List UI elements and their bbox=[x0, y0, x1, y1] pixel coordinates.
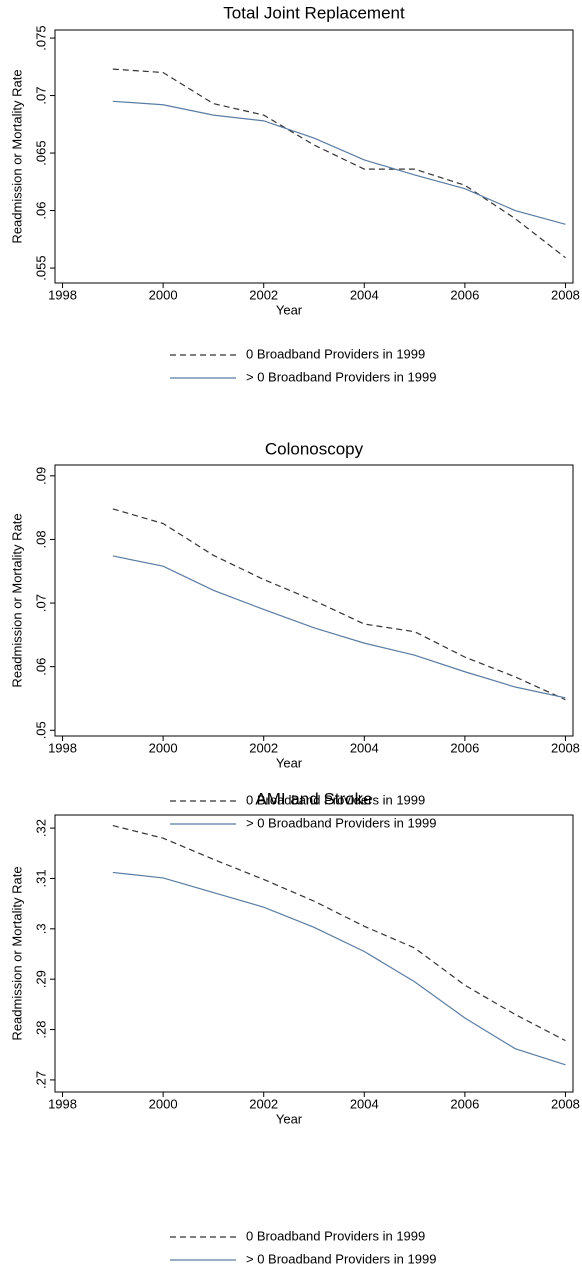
x-tick-label: 2002 bbox=[249, 1096, 278, 1111]
x-tick-label: 2004 bbox=[350, 740, 379, 755]
x-tick-label: 1998 bbox=[48, 1096, 77, 1111]
x-tick-label: 2000 bbox=[149, 740, 178, 755]
x-tick-label: 2006 bbox=[450, 740, 479, 755]
x-tick-label: 1998 bbox=[48, 287, 77, 302]
x-tick-label: 2008 bbox=[551, 287, 580, 302]
plot-frame bbox=[54, 29, 574, 284]
x-tick-label: 2002 bbox=[249, 740, 278, 755]
chart-title: Colonoscopy bbox=[265, 439, 364, 458]
x-tick-label: 2002 bbox=[249, 287, 278, 302]
series-line bbox=[112, 508, 566, 701]
x-axis-label: Year bbox=[276, 1111, 303, 1126]
y-tick-label: .29 bbox=[33, 970, 48, 988]
legend-label: > 0 Broadband Providers in 1999 bbox=[246, 1251, 436, 1266]
y-tick-label: .065 bbox=[33, 140, 48, 165]
plot-frame bbox=[54, 464, 574, 737]
y-tick-label: .07 bbox=[33, 87, 48, 105]
y-tick-label: .055 bbox=[33, 255, 48, 280]
chart-title: AMI and Stroke bbox=[255, 789, 372, 808]
y-tick-label: .27 bbox=[33, 1071, 48, 1089]
y-tick-label: .08 bbox=[33, 530, 48, 548]
legend-label: 0 Broadband Providers in 1999 bbox=[246, 792, 425, 807]
x-tick-label: 2004 bbox=[350, 1096, 379, 1111]
y-axis-label: Readmission or Mortality Rate bbox=[9, 69, 24, 243]
x-axis-label: Year bbox=[276, 755, 303, 770]
series-line bbox=[112, 871, 566, 1066]
y-axis-label: Readmission or Mortality Rate bbox=[9, 866, 24, 1040]
x-tick-label: 2004 bbox=[350, 287, 379, 302]
plot-frame bbox=[54, 814, 574, 1093]
y-tick-label: .075 bbox=[33, 25, 48, 50]
chart-title: Total Joint Replacement bbox=[223, 3, 405, 22]
x-tick-label: 1998 bbox=[48, 740, 77, 755]
x-tick-label: 2008 bbox=[551, 740, 580, 755]
y-tick-label: .31 bbox=[33, 869, 48, 887]
y-tick-label: .3 bbox=[33, 923, 48, 934]
legend-label: 0 Broadband Providers in 1999 bbox=[246, 1228, 425, 1243]
legend-label: > 0 Broadband Providers in 1999 bbox=[246, 815, 436, 830]
x-tick-label: 2000 bbox=[149, 287, 178, 302]
x-tick-label: 2006 bbox=[450, 1096, 479, 1111]
y-tick-label: .28 bbox=[33, 1021, 48, 1039]
y-tick-label: .06 bbox=[33, 202, 48, 220]
y-tick-label: .09 bbox=[33, 467, 48, 485]
legend-label: 0 Broadband Providers in 1999 bbox=[246, 346, 425, 361]
legend-label: > 0 Broadband Providers in 1999 bbox=[246, 369, 436, 384]
series-line bbox=[112, 68, 566, 259]
series-line bbox=[112, 555, 566, 699]
series-line bbox=[112, 100, 566, 225]
series-line bbox=[112, 824, 566, 1042]
y-tick-label: .05 bbox=[33, 721, 48, 739]
x-axis-label: Year bbox=[276, 302, 303, 317]
y-tick-label: .32 bbox=[33, 819, 48, 837]
y-tick-label: .06 bbox=[33, 658, 48, 676]
y-axis-label: Readmission or Mortality Rate bbox=[9, 513, 24, 687]
y-tick-label: .07 bbox=[33, 594, 48, 612]
x-tick-label: 2000 bbox=[149, 1096, 178, 1111]
x-tick-label: 2006 bbox=[450, 287, 479, 302]
x-tick-label: 2008 bbox=[551, 1096, 580, 1111]
